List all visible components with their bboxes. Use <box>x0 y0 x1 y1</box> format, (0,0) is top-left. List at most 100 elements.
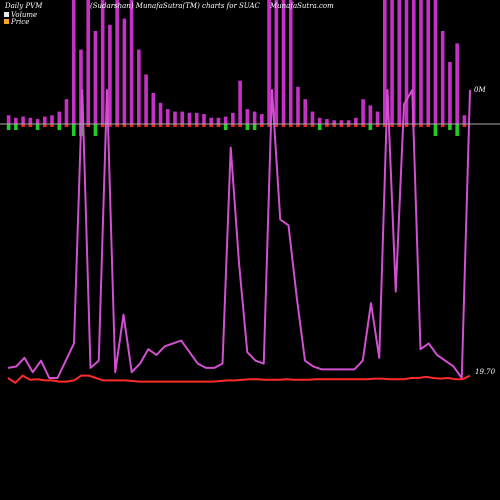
volume-bar <box>310 111 315 124</box>
volume-bars <box>6 0 467 136</box>
volume-bar <box>93 31 98 124</box>
volume-bar <box>223 116 228 124</box>
price-line <box>7 374 471 384</box>
volume-bar <box>433 0 438 124</box>
volume-bar <box>390 0 394 124</box>
down-volume-marker <box>129 124 134 127</box>
down-volume-marker <box>426 124 431 127</box>
volume-bar <box>260 114 264 124</box>
down-volume-marker <box>440 124 445 127</box>
volume-bar <box>325 119 329 124</box>
chart-header-right: MunafaSutra.com <box>269 2 334 10</box>
legend-label-volume: Volume <box>11 11 37 19</box>
volume-bar <box>165 109 170 124</box>
up-volume-marker <box>14 124 18 130</box>
up-volume-marker <box>223 124 228 130</box>
legend: Volume Price <box>4 11 37 26</box>
volume-bar <box>303 99 308 124</box>
down-volume-marker <box>151 124 156 127</box>
up-volume-marker <box>433 124 438 136</box>
up-volume-marker <box>448 124 452 130</box>
volume-bar <box>288 0 293 124</box>
down-volume-marker <box>144 124 148 127</box>
volume-bar <box>137 49 141 124</box>
down-volume-marker <box>21 124 25 127</box>
down-volume-marker <box>462 124 467 127</box>
volume-bar <box>361 99 365 124</box>
volume-bar <box>144 74 148 124</box>
volume-bar <box>187 112 192 124</box>
volume-bar <box>383 0 387 124</box>
volume-bar <box>115 0 119 124</box>
down-volume-marker <box>354 124 358 127</box>
volume-bar <box>6 115 11 124</box>
volume-bar <box>21 116 25 124</box>
legend-swatch-volume <box>4 12 9 17</box>
volume-bar <box>274 0 279 124</box>
down-volume-marker <box>28 124 33 127</box>
down-volume-marker <box>194 124 199 127</box>
volume-bar <box>100 0 105 124</box>
volume-bar <box>64 99 69 124</box>
up-volume-marker <box>245 124 250 130</box>
volume-bar <box>404 0 409 124</box>
volume-bar <box>245 109 250 124</box>
volume-bar <box>397 0 402 124</box>
down-volume-marker <box>158 124 163 127</box>
volume-bar <box>411 0 416 124</box>
down-volume-marker <box>397 124 402 127</box>
down-volume-marker <box>390 124 394 127</box>
volume-bar <box>455 43 459 124</box>
down-volume-marker <box>50 124 54 127</box>
chart-lines <box>7 89 471 384</box>
down-volume-marker <box>281 124 286 127</box>
down-volume-marker <box>383 124 387 127</box>
down-volume-marker <box>209 124 213 127</box>
down-volume-marker <box>267 124 271 127</box>
volume-bar <box>332 120 336 124</box>
volume-bar <box>57 111 62 124</box>
down-volume-marker <box>260 124 264 127</box>
volume-bar <box>28 117 33 124</box>
down-volume-marker <box>339 124 344 127</box>
down-volume-marker <box>404 124 409 127</box>
volume-bar <box>86 0 91 124</box>
legend-swatch-price <box>4 19 9 24</box>
up-volume-marker <box>57 124 62 130</box>
volume-bar <box>281 0 286 124</box>
volume-bar <box>346 120 351 124</box>
volume-bar <box>108 24 112 124</box>
down-volume-marker <box>361 124 365 127</box>
down-volume-marker <box>346 124 351 127</box>
down-volume-marker <box>165 124 170 127</box>
volume-bar <box>448 62 452 124</box>
up-volume-marker <box>317 124 322 130</box>
down-volume-marker <box>310 124 315 127</box>
down-volume-marker <box>216 124 221 127</box>
volume-bar <box>296 86 300 124</box>
down-volume-marker <box>173 124 177 127</box>
down-volume-marker <box>231 124 235 127</box>
down-volume-marker <box>274 124 279 127</box>
volume-bar <box>231 112 235 124</box>
volume-bar <box>419 0 423 124</box>
up-volume-marker <box>93 124 98 136</box>
volume-bar <box>35 119 40 124</box>
down-volume-marker <box>202 124 206 127</box>
volume-bar <box>158 102 163 124</box>
down-volume-marker <box>325 124 329 127</box>
volume-bar <box>368 105 373 124</box>
down-volume-marker <box>238 124 242 127</box>
volume-bar <box>375 111 380 124</box>
volume-bar <box>462 115 467 124</box>
down-volume-marker <box>288 124 293 127</box>
volume-bar <box>209 117 213 124</box>
volume-bar <box>317 117 322 124</box>
up-volume-marker <box>252 124 257 130</box>
legend-label-price: Price <box>10 18 29 26</box>
volume-bar <box>173 111 177 124</box>
volume-bar <box>194 112 199 124</box>
volume-bar <box>129 0 134 124</box>
